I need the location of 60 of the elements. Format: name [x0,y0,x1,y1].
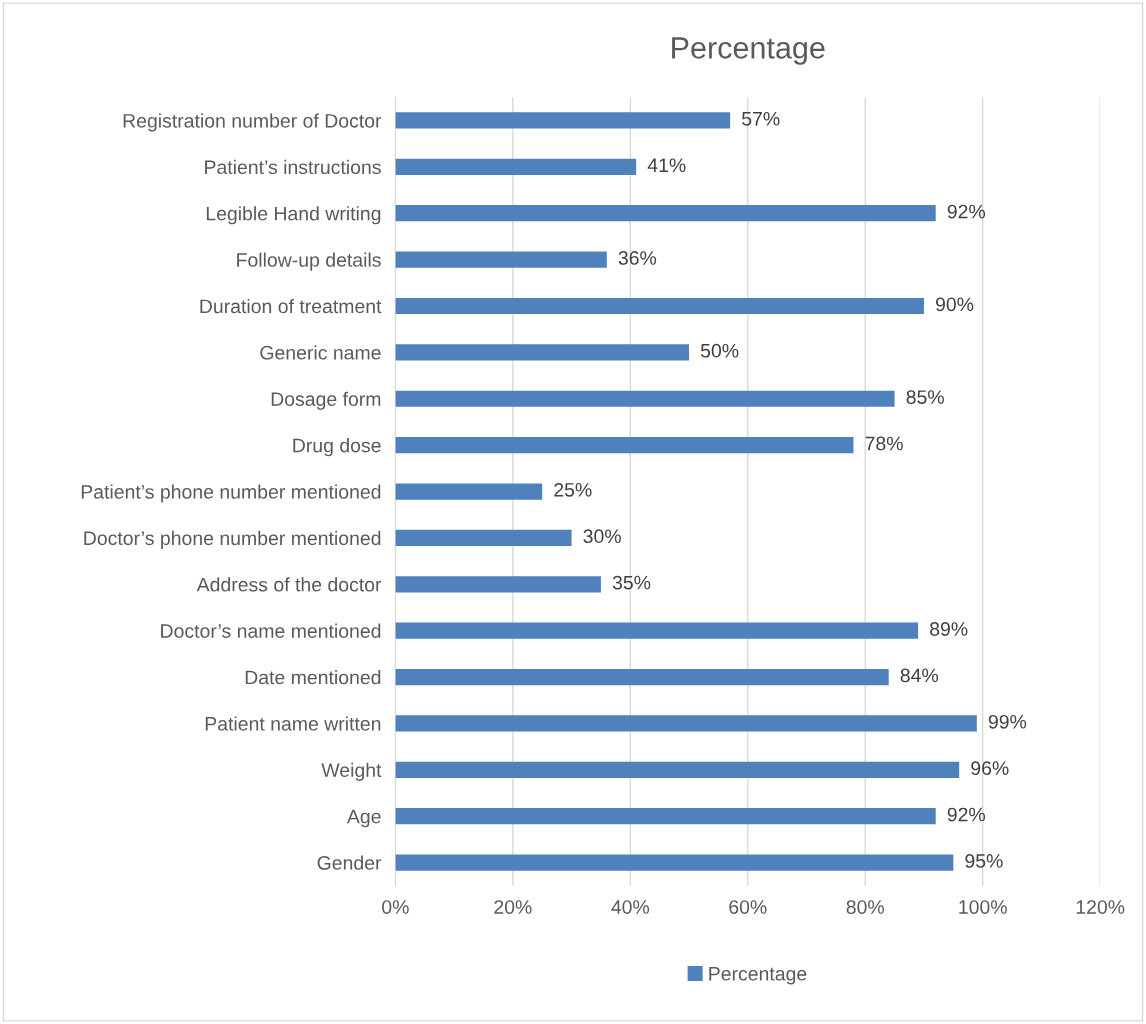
data-label: 36% [618,251,657,265]
bar [395,576,601,593]
bar [395,668,889,686]
data-label: 35% [612,575,651,590]
y-tick-label: Doctor’s name mentioned [161,623,381,638]
data-label: 50% [700,343,739,358]
y-tick-label: Patient’s phone number mentioned [81,484,381,503]
data-label: 41% [647,158,686,172]
y-tick-label: Patient name written [205,716,381,731]
y-tick-label: Follow-up details [237,252,381,271]
bar [395,297,924,315]
data-label: 95% [965,854,1003,868]
data-label: 84% [900,668,939,683]
chart-title: Percentage [672,37,825,65]
y-tick-label: Dosage form [271,391,381,410]
y-tick-label: Doctor’s phone number mentioned [84,530,381,549]
y-tick-label: Weight [321,762,382,781]
legend-label: Percentage [709,967,807,985]
x-tick-label: 100% [959,900,1007,914]
y-tick-label: Generic name [260,345,381,360]
x-tick-label: 40% [611,900,650,914]
data-label: 85% [906,390,944,404]
bar [395,715,977,732]
x-tick-label: 20% [494,900,532,914]
y-tick-label: Duration of treatment [200,298,382,314]
data-label: 57% [742,112,780,126]
bar [395,529,572,547]
bar [395,622,919,639]
y-tick-label: Patient’s instructions [205,159,381,175]
bar [395,112,731,129]
y-tick-label: Address of the doctor [196,577,382,592]
bar [395,205,936,222]
data-label: 92% [947,204,986,219]
data-label: 25% [554,482,592,497]
bar [395,344,690,361]
y-tick-label: Legible Hand writing [206,206,381,225]
bar [395,158,637,175]
bar [395,761,960,778]
data-label: 99% [988,714,1027,729]
bar [395,437,854,454]
y-tick-label: Registration number of Doctor [123,113,382,132]
data-label: 78% [865,436,903,451]
y-tick-label: Gender [317,855,382,870]
bar [395,251,607,268]
bar [395,483,543,500]
bar [395,854,954,871]
x-tick-label: 80% [846,900,884,914]
x-tick-label: 0% [382,900,409,914]
data-label: 92% [947,807,986,822]
data-label: 89% [930,622,968,636]
data-label: 30% [583,529,621,544]
data-label: 90% [935,297,974,312]
bar [395,808,936,825]
bar [395,390,895,407]
y-tick-label: Date mentioned [245,670,381,685]
data-label: 96% [971,761,1009,776]
y-tick-label: Drug dose [293,438,381,457]
x-tick-label: 120% [1076,900,1125,914]
y-tick-label: Age [346,809,381,828]
x-tick-label: 60% [729,900,767,914]
